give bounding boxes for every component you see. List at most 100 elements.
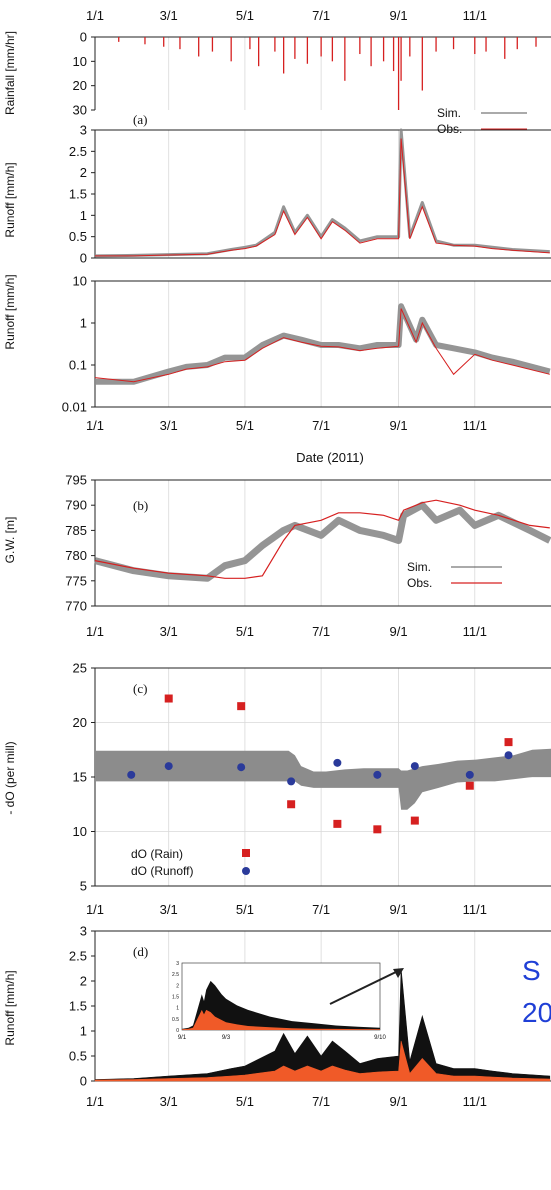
runoff-point (127, 770, 136, 779)
obs-line (94, 308, 550, 383)
x-tick-label: 1/1 (86, 418, 104, 433)
y-tick-label: 1.5 (69, 999, 87, 1014)
x-tick-label: 5/1 (236, 624, 254, 639)
panel-a-runoff-linear: (a) 0 0.5 1 1.5 2 2.5 3 Runoff [mm/h] Sim. Obs. (3, 106, 551, 266)
y-axis-label: Runoff [mm/h] (3, 274, 17, 349)
inset-total-area (182, 980, 380, 1030)
rain-point (164, 694, 173, 703)
panel-label-a: (a) (133, 112, 147, 127)
x-tick-label: 7/1 (312, 624, 330, 639)
y-axis-label: - dO (per mill) (3, 741, 17, 814)
y-tick-label: 2 (80, 974, 87, 989)
sim-band (94, 501, 551, 582)
y-tick-label: 0 (80, 1074, 87, 1089)
inset-x-tick-label: 9/10 (374, 1035, 386, 1041)
y-axis-label: Runoff [mm/h] (3, 162, 17, 237)
x-tick-label: 1/1 (86, 902, 104, 917)
y-tick-label: 0 (80, 251, 87, 266)
x-tick-label: 5/1 (236, 418, 254, 433)
x-tick-label: 3/1 (160, 418, 178, 433)
x-tick-label: 9/1 (390, 418, 408, 433)
y-tick-label: 0.01 (62, 400, 87, 415)
y-tick-label: 15 (73, 770, 87, 785)
x-tick-label: 1/1 (86, 624, 104, 639)
y-tick-label: 10 (73, 54, 87, 69)
x-tick-label-top: 1/1 (86, 8, 104, 23)
panel-d-runoff: (d) 0 0.5 1 1.5 2 2.5 3 1/1 3/1 5/1 7/1 9/1 11/1 Runof… (3, 924, 551, 1109)
sim-band (95, 748, 551, 810)
legend-rain-label: dO (Rain) (131, 847, 183, 861)
y-tick-label: 2.5 (69, 144, 87, 159)
runoff-point (287, 777, 296, 786)
sim-band (95, 303, 551, 385)
runoff-point (164, 762, 173, 771)
x-tick-label: 9/1 (390, 1094, 408, 1109)
y-axis-label: Rainfall [mm/hr] (3, 31, 17, 115)
x-tick-label: 3/1 (160, 1094, 178, 1109)
x-tick-label: 9/1 (390, 902, 408, 917)
y-axis-label: G.W. [m] (3, 517, 17, 564)
inset-y-tick-label: 0 (176, 1028, 179, 1034)
x-tick-label-top: 7/1 (312, 8, 330, 23)
x-tick-label: 11/1 (463, 624, 487, 639)
inset-y-tick-label: 1 (176, 1006, 179, 1012)
x-tick-label-top: 11/1 (463, 8, 487, 23)
inset-y-tick-label: 0.5 (172, 1017, 179, 1023)
panel-label-d: (d) (133, 944, 148, 959)
runoff-point (237, 763, 246, 772)
y-tick-label: 2.5 (69, 949, 87, 964)
y-tick-label: 1 (80, 1024, 87, 1039)
rain-point (333, 819, 342, 828)
runoff-point (410, 762, 419, 771)
x-tick-label: 9/1 (390, 624, 408, 639)
legend-runoff-swatch (242, 867, 250, 875)
x-tick-label: 5/1 (236, 902, 254, 917)
inset-component-area (182, 1009, 380, 1030)
inset-y-tick-label: 2.5 (172, 972, 179, 978)
rain-point (373, 825, 382, 834)
x-tick-label: 11/1 (463, 1094, 487, 1109)
x-tick-label: 5/1 (236, 1094, 254, 1109)
panel-label-c: (c) (133, 681, 147, 696)
obs-line (95, 138, 550, 257)
x-tick-label: 7/1 (312, 418, 330, 433)
y-tick-label: 0.5 (69, 1049, 87, 1064)
y-tick-label: 0 (80, 30, 87, 45)
y-tick-label: 770 (65, 599, 87, 614)
y-tick-label: 1 (80, 316, 87, 331)
x-axis-label: Date (2011) (296, 450, 364, 465)
y-tick-label: 780 (65, 548, 87, 563)
y-tick-label: 2 (80, 165, 87, 180)
inset-x-tick-label: 9/3 (222, 1035, 231, 1041)
x-tick-label: 7/1 (312, 1094, 330, 1109)
y-tick-label: 10 (73, 824, 87, 839)
x-tick-label: 3/1 (160, 902, 178, 917)
y-tick-label: 25 (73, 661, 87, 676)
runoff-point (504, 751, 513, 760)
y-tick-label: 5 (80, 879, 87, 894)
rain-point (237, 702, 246, 711)
legend-obs-label: Obs. (407, 576, 432, 590)
obs-line (94, 499, 550, 579)
y-tick-label: 790 (65, 498, 87, 513)
y-tick-label: 20 (73, 715, 87, 730)
inset-y-tick-label: 3 (176, 961, 179, 967)
y-tick-label: 3 (80, 123, 87, 138)
y-tick-label: 795 (65, 473, 87, 488)
panel-a-rainfall: 0 10 20 30 1/1 3/1 5/1 7/1 9/1 11/1 Rainfall [mm/h… (3, 8, 551, 118)
callout-arrow (329, 970, 399, 1005)
rain-point (287, 800, 296, 809)
x-tick-label: 11/1 (463, 418, 487, 433)
total-runoff-area (94, 968, 551, 1082)
runoff-point (465, 770, 474, 779)
side-text-line2: 20 (522, 997, 551, 1028)
inset-y-tick-label: 1.5 (172, 995, 179, 1001)
y-axis-label: Runoff [mm/h] (3, 970, 17, 1045)
legend-sim-label: Sim. (407, 560, 431, 574)
y-tick-label: 775 (65, 573, 87, 588)
x-tick-label-top: 3/1 (160, 8, 178, 23)
legend-obs-label: Obs. (437, 122, 462, 136)
y-tick-label: 0.5 (69, 229, 87, 244)
panel-a-runoff-log: 0.01 0.1 1 10 1/1 3/1 5/1 7/1 9/1 11/1 Date (2011)… (3, 274, 551, 465)
